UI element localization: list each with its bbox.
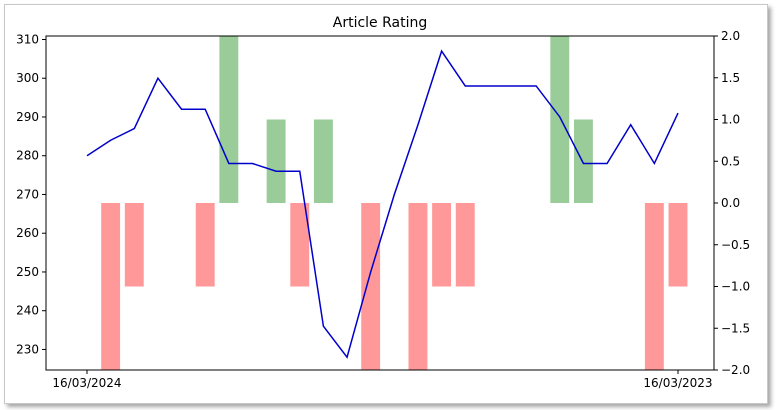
x-tick-label: 16/03/2023 [643, 376, 712, 390]
bar [361, 203, 381, 370]
bar [219, 36, 239, 203]
left-tick-label: 240 [16, 304, 39, 318]
right-tick-label: −1.0 [721, 280, 750, 294]
left-tick-label: 230 [16, 342, 39, 356]
left-tick-label: 300 [16, 71, 39, 85]
article-rating-chart: Article Rating 230 240 250 260 270 280 290 300 3… [16, 15, 750, 390]
right-tick-label: 0.5 [721, 154, 740, 168]
left-tick-label: 290 [16, 110, 39, 124]
left-y-axis: 230 240 250 260 270 280 290 300 310 [16, 32, 46, 356]
bar [668, 203, 688, 287]
bar [550, 36, 570, 203]
right-tick-label: 2.0 [721, 29, 740, 43]
right-tick-label: 1.5 [721, 71, 740, 85]
line-series [86, 49, 679, 359]
right-tick-label: 0.0 [721, 196, 740, 210]
x-tick-label: 16/03/2024 [52, 376, 121, 390]
rating-line [86, 49, 679, 359]
bar [290, 203, 310, 287]
bar [266, 119, 286, 203]
bar [195, 203, 215, 287]
bar [573, 119, 593, 203]
bar [455, 203, 475, 287]
chart-frame: Article Rating 230 240 250 260 270 280 290 300 3… [4, 4, 768, 404]
right-tick-label: −2.0 [721, 363, 750, 377]
left-tick-label: 250 [16, 265, 39, 279]
bar [124, 203, 144, 287]
bar [101, 203, 121, 370]
bar [644, 203, 664, 370]
left-tick-label: 260 [16, 226, 39, 240]
right-tick-label: 1.0 [721, 113, 740, 127]
left-tick-label: 310 [16, 32, 39, 46]
left-tick-label: 270 [16, 187, 39, 201]
chart-title: Article Rating [333, 15, 428, 31]
bar [313, 119, 333, 203]
left-tick-label: 280 [16, 149, 39, 163]
x-axis: 16/03/2024 16/03/2023 [52, 370, 713, 390]
right-tick-label: −0.5 [721, 238, 750, 252]
bar-series [101, 36, 688, 370]
bar [408, 203, 428, 370]
right-y-axis: −2.0 −1.5 −1.0 −0.5 0.0 0.5 1.0 1.5 2.0 [714, 29, 750, 377]
right-tick-label: −1.5 [721, 321, 750, 335]
bar [432, 203, 452, 287]
